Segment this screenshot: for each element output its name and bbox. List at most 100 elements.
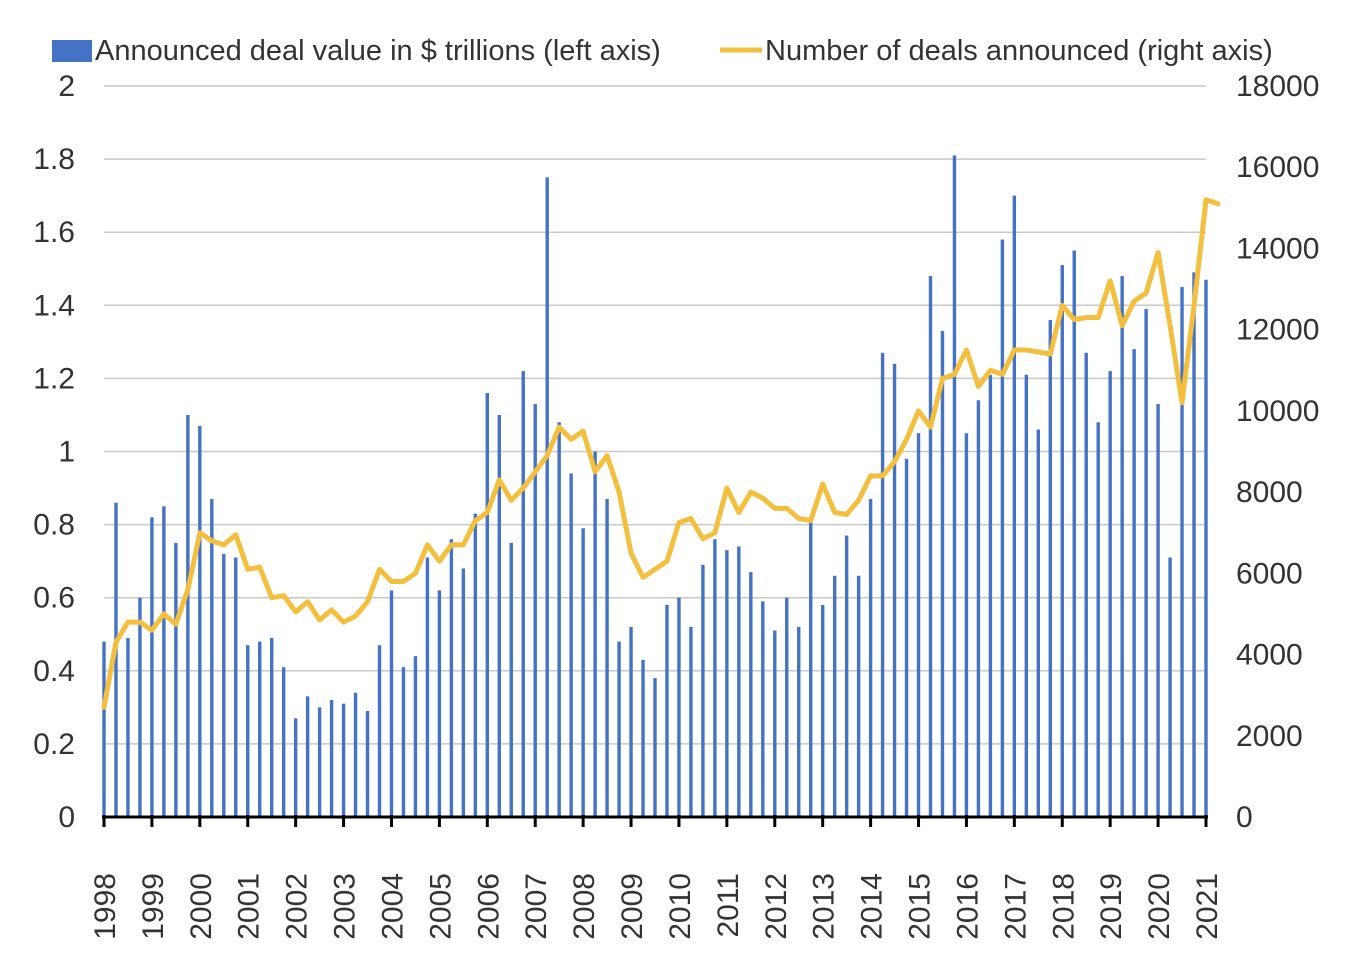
y-right-tick-label: 4000 xyxy=(1236,639,1303,672)
bar xyxy=(629,626,633,817)
line-point xyxy=(617,490,621,494)
x-tick-label: 2014 xyxy=(856,873,889,940)
x-tick-label: 2007 xyxy=(520,873,553,940)
line-point xyxy=(641,576,645,579)
line-point xyxy=(845,513,848,516)
bar xyxy=(521,371,525,817)
line-point xyxy=(1037,350,1040,354)
bar xyxy=(964,433,969,817)
x-tick-label: 2017 xyxy=(999,873,1032,940)
bar xyxy=(904,458,909,817)
bar xyxy=(581,528,585,817)
x-tick-label: 2021 xyxy=(1191,873,1224,940)
line-point xyxy=(545,454,549,457)
line-point xyxy=(773,507,776,510)
y-left-tick-label: 1.2 xyxy=(33,362,75,395)
bar xyxy=(988,374,993,817)
bar xyxy=(653,678,657,817)
bar xyxy=(641,659,645,817)
bar xyxy=(940,330,945,817)
line-point xyxy=(737,511,741,514)
bar xyxy=(665,605,669,817)
y-right-tick-label: 16000 xyxy=(1236,151,1319,184)
line-point xyxy=(917,409,920,413)
line-point xyxy=(989,369,992,372)
y-left-tick-label: 0.4 xyxy=(33,655,75,688)
line-point xyxy=(462,543,465,547)
line-point xyxy=(306,600,309,603)
line-point xyxy=(809,519,812,522)
line-point xyxy=(1132,300,1136,303)
bar xyxy=(497,414,501,817)
line-point xyxy=(366,600,369,603)
gridlines xyxy=(104,85,1206,745)
x-tick-label: 2018 xyxy=(1047,873,1080,940)
line-point xyxy=(977,385,980,388)
bar xyxy=(737,546,741,817)
bar xyxy=(1204,279,1208,818)
line-point xyxy=(438,559,441,563)
line-point xyxy=(342,620,345,624)
x-tick-label: 2005 xyxy=(424,873,457,940)
bar xyxy=(1108,371,1112,817)
y-left-tick-label: 0 xyxy=(58,801,75,834)
x-tick-label: 2002 xyxy=(281,873,314,940)
bar xyxy=(1192,272,1196,817)
bar xyxy=(317,707,322,817)
bar xyxy=(365,711,370,817)
x-tick-label: 1999 xyxy=(137,873,170,940)
y-axis-left: 0 0.2 0.4 0.6 0.8 1 1.2 1.4 1.6 1.8 2 xyxy=(33,70,75,834)
x-tick-label: 2020 xyxy=(1143,873,1176,940)
bar xyxy=(1012,195,1017,817)
bar xyxy=(162,506,166,817)
line-point xyxy=(941,377,944,380)
line-point xyxy=(510,499,513,502)
bar xyxy=(389,590,394,817)
bar xyxy=(1072,250,1076,818)
y-right-tick-label: 12000 xyxy=(1236,314,1319,347)
line-point xyxy=(390,580,393,583)
y-left-tick-label: 0.2 xyxy=(33,728,75,761)
bar xyxy=(210,499,214,817)
line-point xyxy=(402,580,405,583)
line-point xyxy=(414,572,417,575)
bar xyxy=(820,605,825,817)
line-point xyxy=(1204,198,1208,201)
line-point xyxy=(893,460,896,463)
line-point xyxy=(665,559,669,563)
line-point xyxy=(1180,401,1184,404)
line-point xyxy=(1073,318,1076,321)
bar xyxy=(701,564,705,817)
line-point xyxy=(953,373,956,376)
bar xyxy=(1120,276,1124,817)
line-point xyxy=(1085,316,1088,319)
line-point xyxy=(713,531,717,534)
y-left-tick-label: 1.8 xyxy=(33,143,75,176)
x-tick-label: 2004 xyxy=(376,873,409,940)
line-point xyxy=(593,470,597,474)
line-point xyxy=(522,486,525,490)
line-point xyxy=(725,486,729,490)
bar xyxy=(138,597,142,817)
line-point xyxy=(761,497,765,500)
line-point xyxy=(474,519,477,522)
bar xyxy=(832,575,837,817)
line-point xyxy=(605,454,609,457)
y-right-tick-label: 0 xyxy=(1236,801,1253,834)
line-point xyxy=(1108,279,1112,283)
x-tick-label: 2012 xyxy=(760,873,793,940)
bar xyxy=(234,557,238,817)
y-left-tick-label: 1.4 xyxy=(33,289,75,322)
bar xyxy=(725,550,729,817)
line-point xyxy=(1144,291,1148,295)
line-point xyxy=(330,608,333,612)
line-point xyxy=(869,474,872,478)
bar xyxy=(305,696,310,817)
bar xyxy=(413,656,418,817)
bar xyxy=(281,667,286,817)
x-tick-label: 2013 xyxy=(808,873,841,940)
bar xyxy=(473,513,478,817)
bar xyxy=(1048,319,1052,817)
x-tick-label: 2016 xyxy=(951,873,984,940)
